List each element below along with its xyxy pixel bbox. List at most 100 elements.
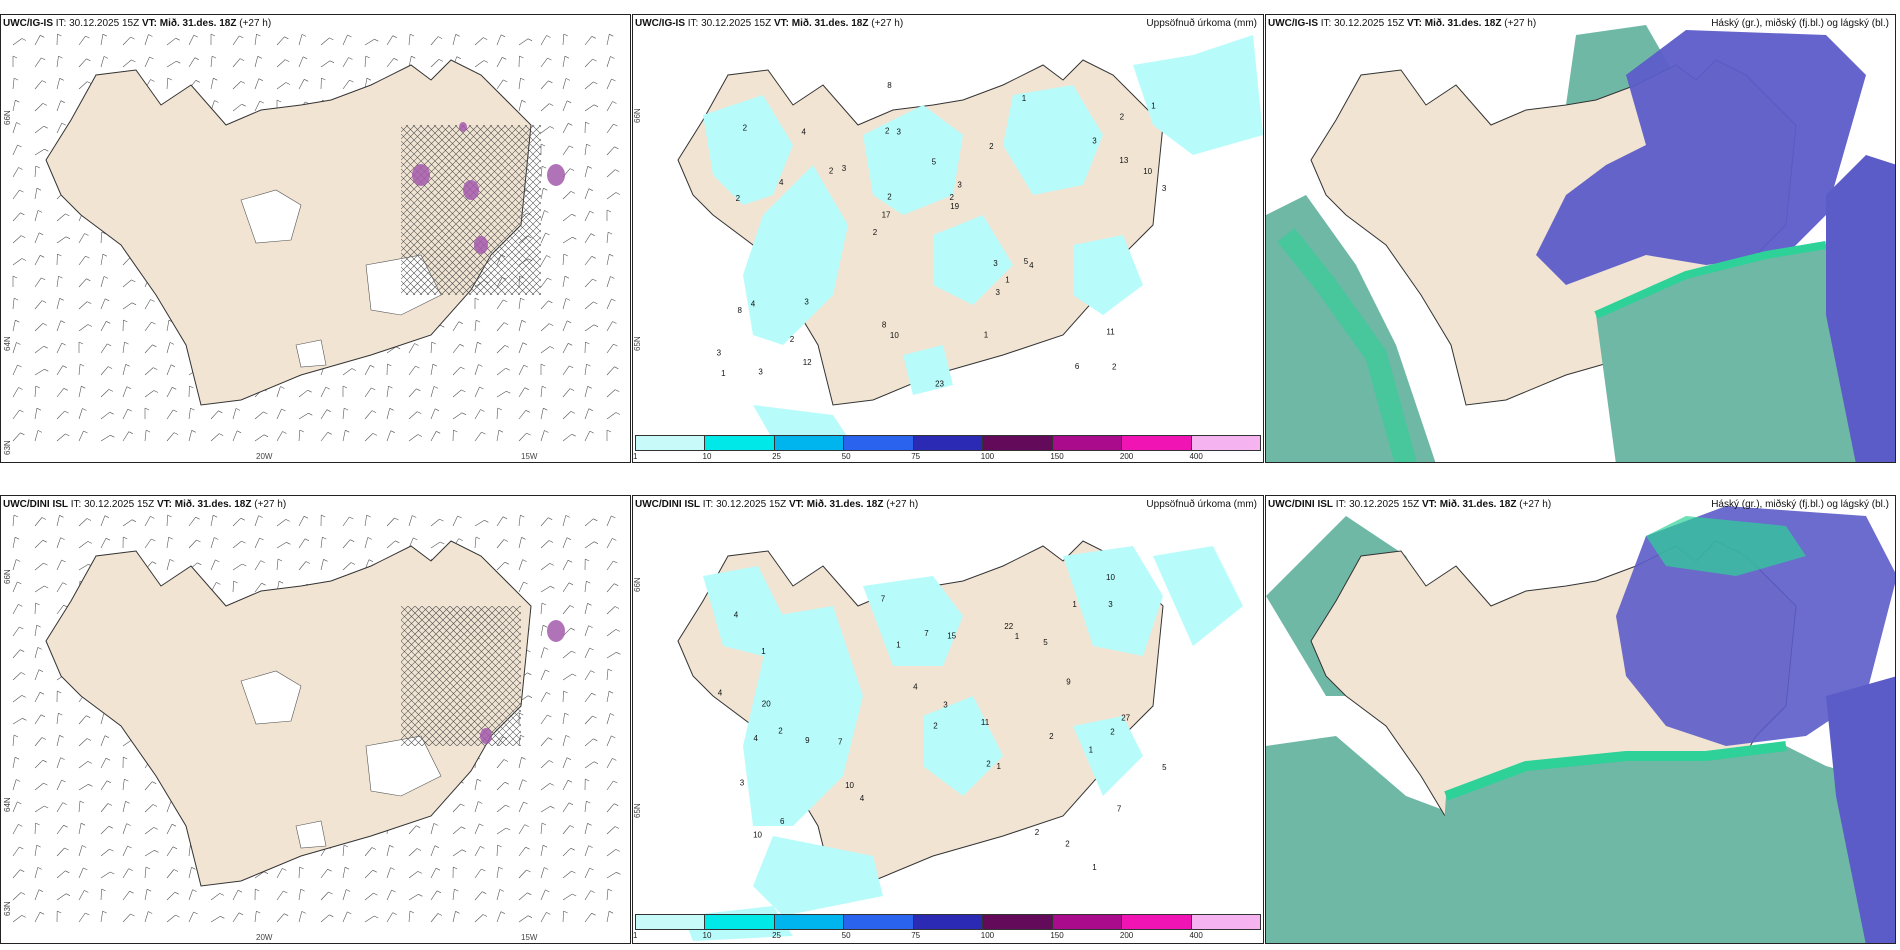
- precip-value-label: 12: [803, 358, 812, 367]
- precip-value-label: 2: [950, 193, 955, 202]
- precip-value-label: 5: [1024, 257, 1029, 266]
- colorbar-swatch: [1052, 915, 1123, 929]
- colorbar-swatch: [1052, 436, 1123, 450]
- colorbar-swatch: [983, 915, 1053, 929]
- precip-value-label: 9: [805, 736, 810, 745]
- precip-value-label: 6: [1075, 362, 1080, 371]
- precip-value-label: 22: [1004, 622, 1013, 631]
- precip-value-label: 8: [887, 81, 892, 90]
- precip-value-label: 1: [721, 369, 726, 378]
- precip-value-label: 5: [1162, 763, 1167, 772]
- colorbar-tick-label: 400: [1189, 452, 1203, 461]
- colorbar-tick-label: 1: [633, 931, 638, 940]
- wind-map: [12, 514, 621, 923]
- precip-value-label: 2: [743, 124, 748, 133]
- precip-value-label: 20: [762, 699, 771, 708]
- colorbar-swatch: [1122, 436, 1192, 450]
- lon-label: 15W: [521, 452, 538, 461]
- precip-value-label: 2: [873, 228, 878, 237]
- colorbar-tick-label: 50: [841, 452, 851, 461]
- colorbar-tick-label: 200: [1119, 931, 1134, 940]
- precip-value-label: 4: [754, 734, 759, 743]
- wind-header-bottom: UWC/DINI ISL IT: 30.12.2025 15Z VT: Mið.…: [3, 499, 287, 510]
- precip-value-label: 4: [802, 128, 807, 137]
- precip-value-label: 10: [1143, 167, 1152, 176]
- precip-value-label: 11: [1106, 327, 1115, 336]
- precip-map: 2222232543323342833131782413611523243121…: [677, 35, 1263, 445]
- precip-value-label: 4: [913, 683, 918, 692]
- precip-value-label: 2: [885, 126, 890, 135]
- precip-value-label: 2: [736, 194, 741, 203]
- colorbar-swatch: [1122, 915, 1192, 929]
- precip-header-top: UWC/IG-IS IT: 30.12.2025 15Z VT: Mið. 31…: [635, 18, 904, 29]
- lat-label: 66N: [633, 108, 642, 123]
- precip-title-top: Uppsöfnuð úrkoma (mm): [1146, 18, 1257, 29]
- precip-value-label: 3: [897, 128, 902, 137]
- precip-value-label: 10: [845, 781, 854, 790]
- precip-value-label: 3: [804, 297, 809, 306]
- precip-value-label: 2: [1035, 828, 1040, 837]
- precip-value-label: 2: [933, 721, 938, 730]
- precip-value-label: 4: [718, 689, 723, 698]
- precip-value-label: 4: [734, 610, 739, 619]
- precip-value-label: 1: [984, 330, 989, 339]
- precip-colorbar-labels-top: 1 10 25 50 75 100 150 200 400: [633, 452, 1261, 462]
- colorbar-tick-label: 25: [772, 931, 782, 940]
- precip-colorbar-top: [635, 435, 1261, 451]
- colorbar-tick-label: 100: [980, 931, 995, 940]
- colorbar-tick-label: 200: [1119, 452, 1134, 461]
- precip-value-label: 1: [1005, 275, 1010, 284]
- precip-value-label: 2: [887, 193, 892, 202]
- cloud-map: [1266, 496, 1895, 943]
- precip-value-label: 1: [1072, 600, 1077, 609]
- precip-value-label: 7: [1117, 805, 1122, 814]
- precip-value-label: 4: [1029, 261, 1034, 270]
- colorbar-swatch: [913, 436, 984, 450]
- precip-value-label: 2: [1049, 732, 1054, 741]
- colorbar-swatch: [983, 436, 1053, 450]
- colorbar-tick-label: 150: [1050, 452, 1064, 461]
- precip-title-bottom: Uppsöfnuð úrkoma (mm): [1146, 499, 1257, 510]
- precip-value-label: 8: [738, 306, 743, 315]
- precip-value-label: 15: [947, 632, 956, 641]
- lat-label: 64N: [3, 797, 12, 812]
- precip-value-label: 8: [882, 320, 887, 329]
- precip-value-label: 3: [1092, 137, 1097, 146]
- precip-value-label: 1: [1022, 94, 1027, 103]
- cloud-panel-top: UWC/IG-IS IT: 30.12.2025 15Z VT: Mið. 31…: [1265, 14, 1896, 463]
- precip-value-label: 1: [1151, 101, 1156, 110]
- colorbar-tick-label: 50: [841, 931, 851, 940]
- precip-value-label: 2: [1065, 840, 1070, 849]
- precip-value-label: 1: [761, 647, 766, 656]
- precip-value-label: 1: [1015, 632, 1020, 641]
- colorbar-tick-label: 10: [702, 452, 712, 461]
- lat-label: 63N: [3, 901, 12, 916]
- colorbar-tick-label: 1: [633, 452, 638, 461]
- precip-value-label: 3: [842, 164, 847, 173]
- precip-value-label: 19: [950, 202, 959, 211]
- lat-label: 66N: [3, 110, 12, 125]
- precip-value-label: 7: [881, 594, 886, 603]
- precip-panel-bottom: 1 2 2 4 7 1 6 7 5 7 1 2 4 7 11 3 2 3 4 10 10 15 9 5 27 20 9 2 4 3 1 4 10…: [632, 495, 1264, 944]
- precip-value-label: 2: [778, 727, 783, 736]
- lon-label: 20W: [256, 452, 273, 461]
- colorbar-tick-label: 150: [1050, 931, 1064, 940]
- colorbar-tick-label: 10: [702, 931, 712, 940]
- precip-value-label: 10: [1106, 573, 1115, 582]
- precip-colorbar-bottom: [635, 914, 1261, 930]
- colorbar-tick-label: 75: [911, 931, 921, 940]
- precip-value-label: 2: [790, 335, 795, 344]
- lon-label: 15W: [521, 933, 538, 942]
- precip-panel-top: 2 2 2 2 2 3 2 5 4 3 3 2 3 3 4 2 8 3 3 13 17 8 2 4 1 3 6 11 5 23 2 4 3 12 1…: [632, 14, 1264, 463]
- precip-areas: [703, 35, 1263, 445]
- colorbar-tick-label: 75: [911, 452, 921, 461]
- precip-header-bottom: UWC/DINI ISL IT: 30.12.2025 15Z VT: Mið.…: [635, 499, 919, 510]
- precip-value-label: 2: [829, 166, 834, 175]
- cloud-header-top: UWC/IG-IS IT: 30.12.2025 15Z VT: Mið. 31…: [1268, 18, 1537, 29]
- precip-value-label: 17: [882, 211, 891, 220]
- colorbar-swatch: [844, 915, 914, 929]
- colorbar-swatch: [636, 915, 706, 929]
- precip-value-label: 4: [751, 299, 756, 308]
- precip-value-label: 3: [740, 779, 745, 788]
- colorbar-swatch: [774, 436, 845, 450]
